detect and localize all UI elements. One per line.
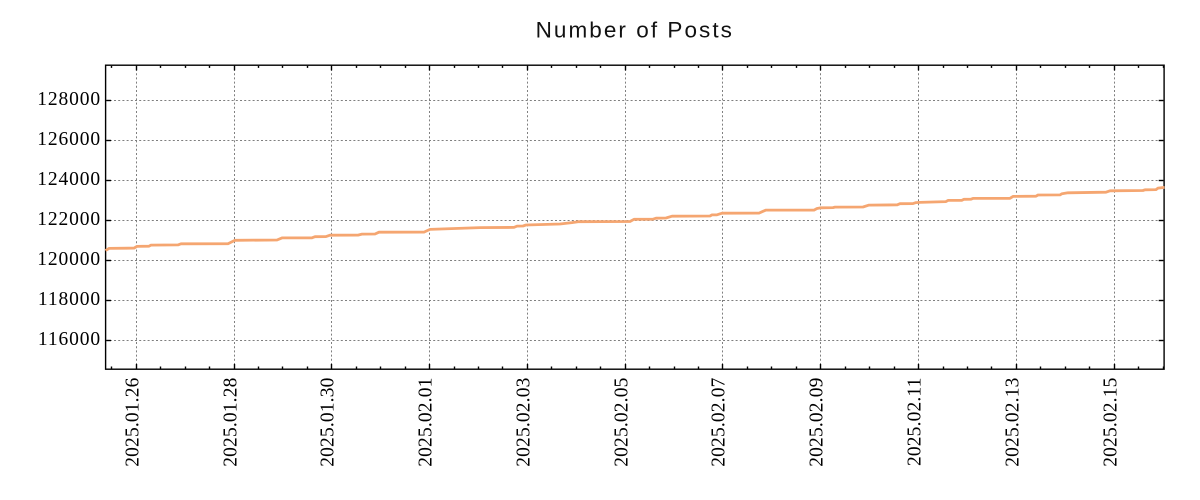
svg-text:116000: 116000: [38, 329, 101, 350]
svg-text:2025.02.07: 2025.02.07: [709, 377, 730, 466]
svg-text:118000: 118000: [38, 289, 101, 310]
svg-text:120000: 120000: [37, 249, 101, 270]
svg-text:2025.02.03: 2025.02.03: [514, 378, 535, 467]
svg-text:2025.02.15: 2025.02.15: [1101, 378, 1122, 467]
svg-text:2025.02.11: 2025.02.11: [905, 378, 926, 467]
svg-text:2025.02.01: 2025.02.01: [416, 378, 437, 467]
svg-text:2025.01.28: 2025.01.28: [221, 378, 242, 467]
svg-text:122000: 122000: [37, 209, 101, 230]
svg-text:2025.01.30: 2025.01.30: [318, 378, 339, 467]
svg-text:2025.02.13: 2025.02.13: [1003, 378, 1024, 467]
svg-text:126000: 126000: [37, 129, 101, 150]
svg-text:124000: 124000: [37, 169, 101, 190]
svg-text:128000: 128000: [37, 89, 101, 110]
svg-text:Number of Posts: Number of Posts: [536, 17, 734, 42]
svg-text:2025.02.05: 2025.02.05: [612, 378, 633, 467]
svg-text:2025.02.09: 2025.02.09: [807, 378, 828, 467]
svg-text:2025.01.26: 2025.01.26: [123, 377, 144, 466]
